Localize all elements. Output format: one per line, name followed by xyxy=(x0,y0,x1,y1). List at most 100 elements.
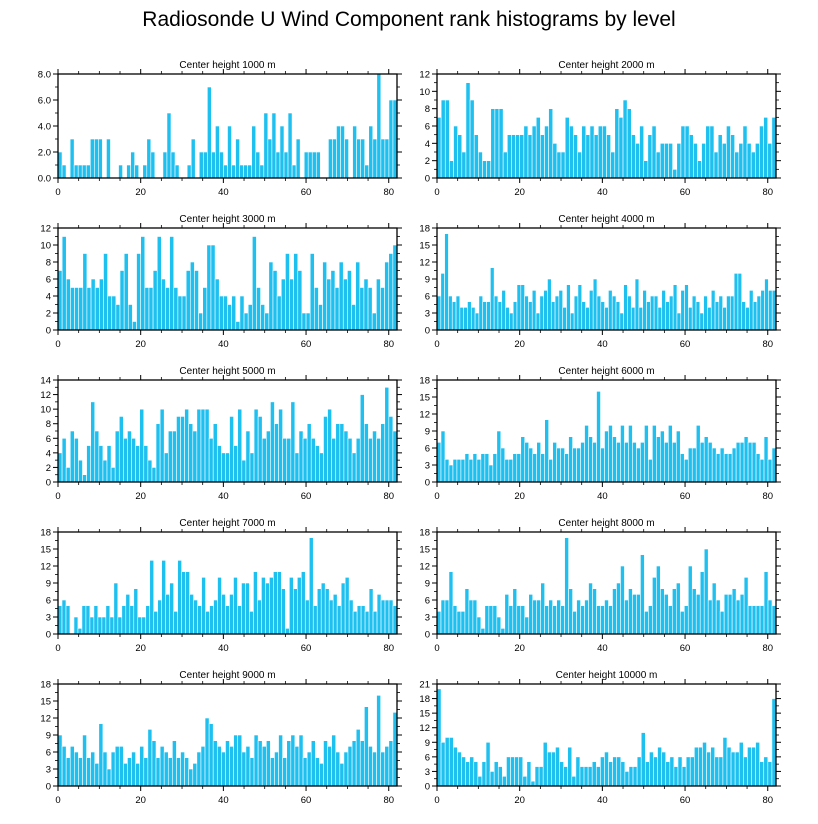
histogram-bar xyxy=(93,605,99,635)
histogram-bar xyxy=(214,278,220,331)
histogram-bar xyxy=(344,138,349,179)
histogram-bar xyxy=(477,775,483,787)
histogram-bar xyxy=(247,164,253,179)
histogram-bar xyxy=(310,740,316,787)
histogram-bar xyxy=(332,594,338,635)
histogram-bar xyxy=(140,236,146,331)
histogram-bar xyxy=(506,134,512,179)
x-tick-label: 0 xyxy=(55,643,60,654)
histogram-bar xyxy=(687,565,693,635)
histogram-bar xyxy=(767,143,773,179)
histogram-bar xyxy=(81,164,87,179)
histogram-bar xyxy=(718,295,723,331)
histogram-bar xyxy=(94,430,100,483)
histogram-bar xyxy=(449,160,454,179)
histogram-bar xyxy=(73,164,79,179)
histogram-bar xyxy=(306,423,312,483)
histogram-bar xyxy=(233,577,238,635)
histogram-bar xyxy=(656,565,661,635)
histogram-bar xyxy=(233,734,239,787)
histogram-bar xyxy=(514,756,519,787)
y-tick-label: 0 xyxy=(425,174,430,185)
histogram-bar xyxy=(316,588,322,635)
y-tick-label: 18 xyxy=(419,224,430,235)
histogram-bar xyxy=(768,290,773,331)
histogram-bar xyxy=(86,445,91,483)
histogram-bar xyxy=(332,138,337,179)
histogram-bar xyxy=(261,746,267,787)
histogram-bar xyxy=(464,453,470,483)
histogram-bar xyxy=(177,295,183,331)
histogram-bar xyxy=(485,741,491,787)
histogram-bar xyxy=(759,125,764,179)
histogram-bar xyxy=(144,287,150,331)
histogram-bar xyxy=(351,304,356,331)
panel-title: Center height 6000 m xyxy=(558,366,654,377)
histogram-bar xyxy=(221,594,226,635)
histogram-bar xyxy=(172,430,177,483)
histogram-bar xyxy=(556,151,562,179)
histogram-bar xyxy=(624,442,629,483)
histogram-bar xyxy=(210,244,216,331)
histogram-bar xyxy=(600,756,605,787)
histogram-bar xyxy=(606,134,611,179)
histogram-bar xyxy=(461,151,467,179)
histogram-bar xyxy=(343,430,349,483)
histogram-bar xyxy=(278,408,283,483)
histogram-bar xyxy=(699,571,705,635)
histogram-bar xyxy=(61,164,67,179)
histogram-bar xyxy=(597,125,603,179)
histogram-bar xyxy=(739,594,745,635)
x-tick-label: 0 xyxy=(55,491,60,502)
histogram-bar xyxy=(310,437,316,483)
histogram-bar xyxy=(363,278,369,331)
histogram-bar xyxy=(265,430,271,483)
histogram-bar xyxy=(98,723,104,787)
histogram-bar xyxy=(480,628,486,635)
histogram-bar xyxy=(679,611,685,635)
y-tick-label: 0 xyxy=(425,630,430,641)
y-tick-label: 0 xyxy=(425,326,430,337)
histogram-bar xyxy=(648,605,653,635)
histogram-bar xyxy=(327,746,332,787)
histogram-bar xyxy=(624,599,629,635)
histogram-bar xyxy=(223,295,228,331)
histogram-bar xyxy=(107,295,113,331)
histogram-bar xyxy=(536,442,542,483)
histogram-bar xyxy=(714,301,720,331)
x-tick-label: 0 xyxy=(55,187,60,198)
histogram-bar xyxy=(131,751,136,787)
histogram-bar xyxy=(457,751,462,787)
histogram-bar xyxy=(585,307,590,331)
histogram-bar xyxy=(490,267,495,331)
y-tick-label: 9 xyxy=(46,579,51,590)
histogram-bar xyxy=(660,588,665,635)
histogram-bar xyxy=(664,143,669,179)
histogram-bar xyxy=(763,756,769,787)
histogram-bar xyxy=(642,290,647,331)
histogram-bar xyxy=(388,99,394,179)
histogram-bar xyxy=(322,261,328,331)
histogram-bar xyxy=(384,746,390,787)
histogram-bar xyxy=(738,741,744,787)
histogram-bar xyxy=(217,577,222,635)
histogram-bar xyxy=(184,757,189,787)
histogram-bar xyxy=(644,425,649,483)
histogram-bar xyxy=(580,605,585,635)
x-tick-label: 0 xyxy=(434,643,439,654)
histogram-bar xyxy=(516,453,522,483)
histogram-bar xyxy=(74,287,79,331)
histogram-bar xyxy=(501,290,506,331)
histogram-bar xyxy=(255,151,261,179)
histogram-bar xyxy=(320,582,326,635)
histogram-bar xyxy=(186,164,192,179)
histogram-bar xyxy=(675,430,681,483)
histogram-bar xyxy=(97,616,103,635)
histogram-bar xyxy=(271,112,277,179)
histogram-bar xyxy=(684,125,690,179)
y-tick-label: 18 xyxy=(40,528,51,539)
y-tick-label: 6 xyxy=(46,748,51,759)
histogram-bar xyxy=(270,757,275,787)
histogram-bar xyxy=(615,301,621,331)
y-tick-label: 8 xyxy=(46,419,51,430)
